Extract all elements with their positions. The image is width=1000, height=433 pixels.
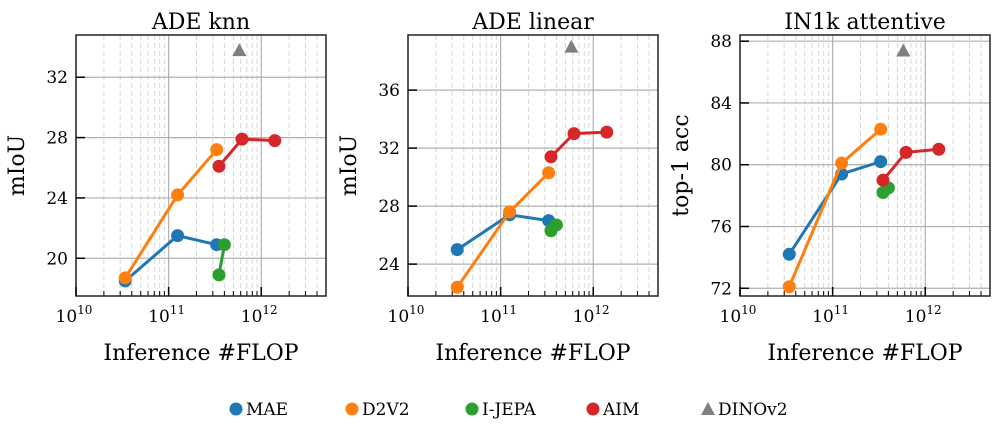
x-tick-label: 1010 xyxy=(56,303,93,327)
y-tick-label: 88 xyxy=(710,32,732,52)
y-tick-label: 28 xyxy=(46,129,68,149)
data-point xyxy=(876,173,890,187)
series-i-jepa xyxy=(212,238,231,282)
data-point xyxy=(835,156,849,170)
data-point xyxy=(268,134,282,148)
data-point xyxy=(782,247,796,261)
legend-label: I-JEPA xyxy=(482,400,537,420)
legend-item-i-jepa: I-JEPA xyxy=(465,400,537,420)
x-tick-label: 1011 xyxy=(480,303,517,327)
data-point xyxy=(235,132,249,146)
chart-title: IN1k attentive xyxy=(784,10,946,35)
axes-frame xyxy=(739,34,991,297)
chart-title: ADE linear xyxy=(471,10,594,35)
legend-marker xyxy=(586,402,600,416)
y-axis-label: mIoU xyxy=(5,135,30,196)
y-tick-label: 72 xyxy=(710,279,732,299)
x-tick-label: 1012 xyxy=(241,303,278,327)
x-axis-label: Inference #FLOP xyxy=(103,341,298,366)
series-line xyxy=(787,128,882,288)
data-point xyxy=(503,205,517,219)
y-tick-label: 28 xyxy=(378,197,400,217)
y-tick-label: 32 xyxy=(46,68,68,88)
y-tick-label: 20 xyxy=(46,249,68,269)
legend-marker xyxy=(465,402,479,416)
data-point xyxy=(549,218,563,232)
data-point xyxy=(171,188,185,202)
series-d2v2 xyxy=(118,143,224,285)
x-tick-label: 1012 xyxy=(573,303,610,327)
x-tick-label: 1010 xyxy=(388,303,425,327)
series-i-jepa xyxy=(544,218,563,238)
y-axis-label: top-1 acc xyxy=(669,114,694,216)
series-aim xyxy=(876,142,946,187)
y-tick-label: 80 xyxy=(710,156,732,176)
data-point xyxy=(932,142,946,156)
x-axis-label: Inference #FLOP xyxy=(435,341,630,366)
series-dinov2 xyxy=(232,43,247,57)
series-aim xyxy=(212,132,282,173)
x-tick-label: 1010 xyxy=(720,303,757,327)
x-tick-label: 1011 xyxy=(812,303,849,327)
data-point-triangle xyxy=(896,43,911,57)
legend-label: DINOv2 xyxy=(718,400,788,420)
data-point xyxy=(210,143,224,157)
legend-marker xyxy=(345,402,359,416)
data-point xyxy=(874,122,888,136)
data-point xyxy=(782,280,796,294)
data-point xyxy=(542,166,556,180)
y-tick-label: 84 xyxy=(710,94,732,114)
chart-panel-1: 1010 1011 1012 24 28 32 36 ADE linear Inference … xyxy=(337,10,659,366)
data-point xyxy=(874,155,888,169)
series-dinov2 xyxy=(564,39,579,53)
data-point xyxy=(450,280,464,294)
legend-item-dinov2: DINOv2 xyxy=(701,400,788,420)
x-tick-label: 1012 xyxy=(905,303,942,327)
series-d2v2 xyxy=(782,122,888,294)
data-point xyxy=(171,229,185,243)
legend-marker-triangle xyxy=(701,402,715,415)
data-point xyxy=(118,271,132,285)
series-mae xyxy=(782,155,888,261)
legend-item-d2v2: D2V2 xyxy=(345,400,410,420)
chart-title: ADE knn xyxy=(151,10,250,35)
legend-label: AIM xyxy=(602,400,639,420)
x-axis-label: Inference #FLOP xyxy=(767,341,962,366)
legend-item-aim: AIM xyxy=(586,400,639,420)
series-mae xyxy=(450,208,556,257)
data-point xyxy=(212,159,226,173)
chart-panel-2: 1010 1011 1012 72 76 80 84 88 IN1k attentive Infe… xyxy=(669,10,991,366)
data-point xyxy=(600,125,614,139)
y-tick-label: 76 xyxy=(710,218,732,238)
data-point xyxy=(544,150,558,164)
y-tick-label: 36 xyxy=(378,81,400,101)
y-tick-label: 32 xyxy=(378,139,400,159)
data-point-triangle xyxy=(564,39,579,53)
data-point xyxy=(450,243,464,257)
data-point xyxy=(212,268,226,282)
legend-item-mae: MAE xyxy=(229,400,288,420)
axes-frame xyxy=(407,34,659,297)
series-dinov2 xyxy=(896,43,911,57)
legend-label: D2V2 xyxy=(362,400,410,420)
legend-marker xyxy=(229,402,243,416)
y-tick-label: 24 xyxy=(46,189,68,209)
data-point xyxy=(217,238,231,252)
legend: MAE D2V2 I-JEPA AIM DINOv2 xyxy=(229,400,788,420)
data-point-triangle xyxy=(232,43,247,57)
data-point xyxy=(899,145,913,159)
y-tick-label: 24 xyxy=(378,255,400,275)
series-line xyxy=(455,171,550,289)
legend-label: MAE xyxy=(246,400,288,420)
series-aim xyxy=(544,125,614,164)
x-tick-label: 1011 xyxy=(148,303,185,327)
series-d2v2 xyxy=(450,166,556,294)
data-point xyxy=(567,127,581,141)
y-axis-label: mIoU xyxy=(337,135,362,196)
axes-frame xyxy=(75,34,327,297)
chart-panel-0: 1010 1011 1012 20 24 28 32 ADE knn Inference #FL… xyxy=(5,10,327,366)
